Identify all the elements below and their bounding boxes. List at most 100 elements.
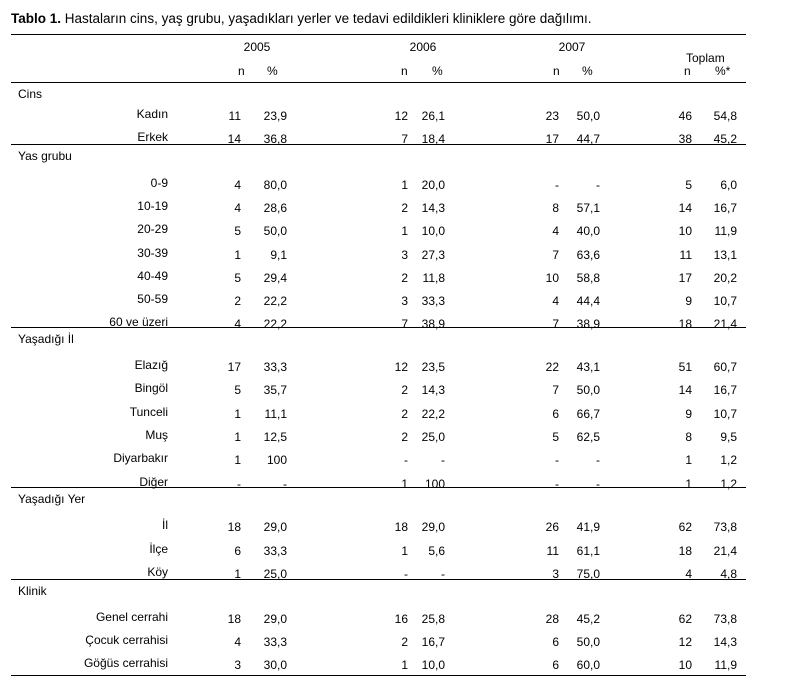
- pct-value: 30,0: [263, 658, 287, 672]
- pct-value: 38,9: [576, 317, 600, 331]
- n-value: 1: [234, 430, 241, 444]
- n-value: 7: [401, 317, 408, 331]
- pct-value: 80,0: [263, 178, 287, 192]
- n-value: 28: [545, 612, 559, 626]
- n-value: -: [555, 477, 559, 491]
- pct-value: 29,0: [421, 520, 445, 534]
- n-value: 8: [685, 430, 692, 444]
- n-value: 4: [234, 178, 241, 192]
- pct-value: 26,1: [421, 109, 445, 123]
- section-title: Klinik: [18, 584, 47, 598]
- pct-value: 50,0: [576, 109, 600, 123]
- pct-value: 12,5: [263, 430, 287, 444]
- n-value: 1: [234, 453, 241, 467]
- pct-value: 14,3: [421, 201, 445, 215]
- n-value: 26: [545, 520, 559, 534]
- pct-value: 10,0: [421, 658, 445, 672]
- n-value: 3: [234, 658, 241, 672]
- pct-value: 75,0: [576, 567, 600, 581]
- row-label: Bingöl: [134, 381, 168, 395]
- table-rule: [11, 487, 746, 488]
- n-value: -: [404, 567, 408, 581]
- n-value: 7: [552, 383, 559, 397]
- pct-value: 73,8: [713, 612, 737, 626]
- pct-value: 43,1: [576, 360, 600, 374]
- table-rule: [11, 144, 746, 145]
- pct-value: 29,0: [263, 612, 287, 626]
- n-value: 7: [552, 317, 559, 331]
- n-value: 6: [234, 544, 241, 558]
- pct-value: -: [441, 567, 445, 581]
- n-value: 3: [401, 248, 408, 262]
- pct-value: 50,0: [263, 224, 287, 238]
- n-value: 3: [552, 567, 559, 581]
- n-value: 38: [678, 132, 692, 146]
- row-label: Muş: [145, 428, 168, 442]
- pct-value: 62,5: [576, 430, 600, 444]
- pct-value: 21,4: [713, 544, 737, 558]
- n-value: 6: [552, 658, 559, 672]
- row-label: Çocuk cerrahisi: [85, 633, 168, 647]
- n-value: 1: [234, 407, 241, 421]
- n-value: 3: [401, 294, 408, 308]
- pct-value: 33,3: [263, 635, 287, 649]
- pct-value: 11,8: [422, 271, 445, 285]
- n-value: 17: [678, 271, 692, 285]
- n-value: 6: [552, 407, 559, 421]
- pct-value: 11,9: [714, 658, 737, 672]
- n-header: n: [553, 64, 560, 78]
- n-value: 18: [394, 520, 408, 534]
- pct-value: 29,4: [263, 271, 287, 285]
- row-label: 60 ve üzeri: [109, 315, 168, 329]
- pct-value: 9,5: [720, 430, 737, 444]
- n-value: 4: [552, 224, 559, 238]
- pct-value: 45,2: [576, 612, 600, 626]
- n-header: n: [401, 64, 408, 78]
- table-rule: [11, 579, 746, 580]
- n-value: 12: [394, 109, 408, 123]
- pct-value: 50,0: [576, 383, 600, 397]
- pct-value: 25,0: [263, 567, 287, 581]
- n-value: 2: [401, 635, 408, 649]
- n-value: 2: [401, 271, 408, 285]
- pct-value: -: [441, 453, 445, 467]
- row-label: Göğüs cerrahisi: [83, 656, 168, 670]
- n-value: 5: [552, 430, 559, 444]
- pct-value: 44,4: [576, 294, 600, 308]
- pct-value: 9,1: [270, 248, 287, 262]
- pct-value: 44,7: [576, 132, 600, 146]
- pct-value: 16,7: [713, 383, 737, 397]
- n-value: 4: [234, 635, 241, 649]
- pct-value: 11,9: [714, 224, 737, 238]
- row-label: Kadın: [136, 107, 168, 121]
- table-rule: [11, 82, 746, 83]
- row-label: Köy: [147, 565, 168, 579]
- pct-value: 1,2: [720, 453, 737, 467]
- n-value: 5: [685, 178, 692, 192]
- pct-value: 14,3: [421, 383, 445, 397]
- pct-value: -: [596, 178, 600, 192]
- pct-value: 5,6: [428, 544, 445, 558]
- pct-value: 10,0: [421, 224, 445, 238]
- n-value: 46: [678, 109, 692, 123]
- n-value: 2: [401, 430, 408, 444]
- pct-value: 38,9: [421, 317, 445, 331]
- n-value: 5: [234, 383, 241, 397]
- n-value: 1: [234, 248, 241, 262]
- pct-value: 20,0: [421, 178, 445, 192]
- table-rule: [11, 327, 746, 328]
- pct-value: 27,3: [421, 248, 445, 262]
- n-value: 7: [401, 132, 408, 146]
- n-value: 1: [401, 178, 408, 192]
- pct-value: 33,3: [421, 294, 445, 308]
- pct-value: -: [283, 477, 287, 491]
- n-value: 7: [552, 248, 559, 262]
- pct-value: 57,1: [576, 201, 600, 215]
- n-value: -: [237, 477, 241, 491]
- n-value: 2: [401, 383, 408, 397]
- n-value: 9: [685, 294, 692, 308]
- n-value: 1: [401, 544, 408, 558]
- n-value: 11: [679, 248, 692, 262]
- pct-value: 100: [266, 453, 287, 467]
- pct-value: 22,2: [263, 294, 287, 308]
